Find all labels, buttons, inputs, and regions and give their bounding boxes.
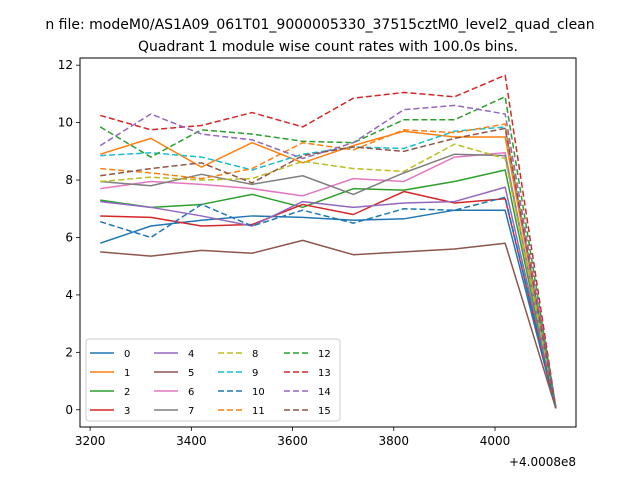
- x-tick-label: 3800: [379, 434, 410, 448]
- series-line-13: [100, 74, 557, 408]
- series-line-5: [100, 239, 557, 409]
- series-line-15: [100, 127, 557, 409]
- legend-label-2: 2: [124, 387, 130, 398]
- series-line-12: [99, 96, 557, 408]
- y-axis-ticks: 0 2 4 6 8 10 12: [58, 58, 80, 417]
- series-line-1: [100, 130, 557, 408]
- x-offset-label: +4.0008e8: [509, 455, 576, 469]
- legend-label-15: 15: [318, 406, 331, 417]
- y-tick-label: 0: [65, 403, 73, 417]
- series-line-11: [100, 123, 557, 408]
- y-tick-label: 10: [58, 116, 73, 130]
- legend-label-4: 4: [188, 349, 194, 360]
- legend-label-3: 3: [124, 406, 130, 417]
- legend-label-14: 14: [318, 387, 331, 398]
- y-tick-label: 12: [58, 58, 73, 72]
- x-axis-ticks: 3200 3400 3600 3800 4000: [75, 427, 510, 448]
- legend-label-0: 0: [124, 349, 130, 360]
- series-line-2: [100, 169, 557, 409]
- legend-label-6: 6: [188, 387, 194, 398]
- series-line-8: [100, 143, 557, 408]
- legend-label-13: 13: [318, 368, 331, 379]
- series-line-7: [100, 153, 557, 409]
- x-tick-label: 3400: [176, 434, 207, 448]
- legend-label-8: 8: [252, 349, 258, 360]
- series-group: [99, 74, 557, 409]
- legend-label-7: 7: [188, 406, 194, 417]
- legend-label-11: 11: [252, 406, 265, 417]
- x-tick-label: 3600: [277, 434, 308, 448]
- legend-label-1: 1: [124, 368, 130, 379]
- y-tick-label: 8: [65, 173, 73, 187]
- x-tick-label: 4000: [480, 434, 511, 448]
- legend-label-12: 12: [318, 349, 331, 360]
- chart-title: Quadrant 1 module wise count rates with …: [138, 39, 518, 55]
- x-tick-label: 3200: [75, 434, 106, 448]
- legend-label-9: 9: [252, 368, 258, 379]
- legend-frame: [85, 338, 341, 422]
- series-line-4: [100, 186, 557, 408]
- y-tick-label: 2: [65, 345, 73, 359]
- figure-suptitle: n file: modeM0/AS1A09_061T01_9000005330_…: [45, 17, 594, 33]
- legend-label-5: 5: [188, 368, 194, 379]
- series-line-10: [100, 196, 557, 409]
- y-tick-label: 4: [65, 288, 73, 302]
- legend-label-10: 10: [252, 387, 265, 398]
- plot-frame: [79, 57, 577, 428]
- series-line-0: [99, 209, 557, 409]
- y-tick-label: 6: [65, 230, 73, 244]
